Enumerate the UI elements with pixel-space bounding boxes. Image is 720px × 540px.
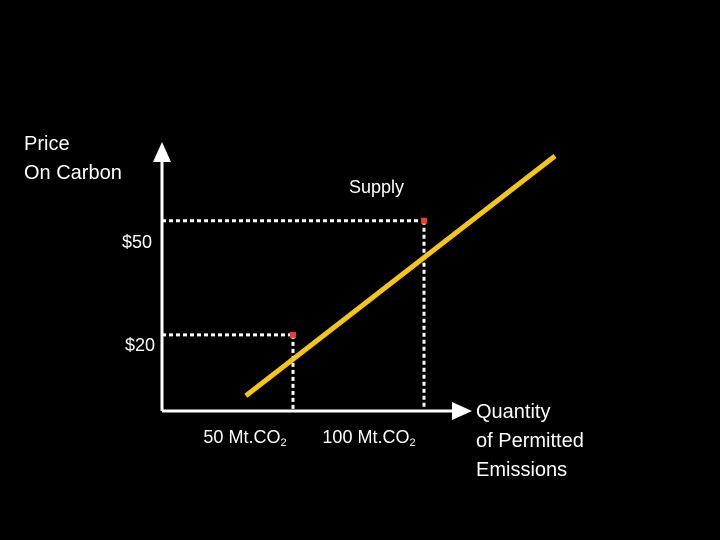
x-axis-label-line-2: of Permitted — [476, 430, 584, 452]
equilibrium-point-100 — [421, 217, 427, 224]
y-axis-label-line-1: Price — [24, 133, 70, 155]
y-tick-label-20: $20 — [124, 335, 155, 355]
x-tick-label-100: 100 Mt.CO2 — [304, 427, 434, 449]
x-tick-label-50-text: 50 Mt.CO — [203, 427, 281, 447]
supply-curve-label: Supply — [349, 177, 405, 197]
x-axis-label: Quantity of Permitted Emissions — [476, 398, 584, 485]
equilibrium-point-50 — [290, 331, 296, 338]
x-tick-label-100-text: 100 Mt.CO — [322, 427, 410, 447]
y-axis-label-line-2: On Carbon — [24, 162, 122, 184]
x-axis-label-line-3: Emissions — [476, 459, 568, 481]
x-axis-label-line-1: Quantity — [476, 401, 551, 423]
y-axis-label: Price On Carbon — [24, 130, 122, 188]
x-axis-arrowhead — [452, 402, 472, 420]
x-tick-label-100-subscript: 2 — [409, 437, 416, 449]
y-axis-arrowhead — [153, 142, 171, 162]
x-tick-label-50: 50 Mt.CO2 — [180, 427, 310, 449]
x-tick-label-50-subscript: 2 — [280, 437, 287, 449]
supply-curve-line — [244, 154, 557, 398]
y-tick-label-50: $50 — [121, 232, 152, 252]
